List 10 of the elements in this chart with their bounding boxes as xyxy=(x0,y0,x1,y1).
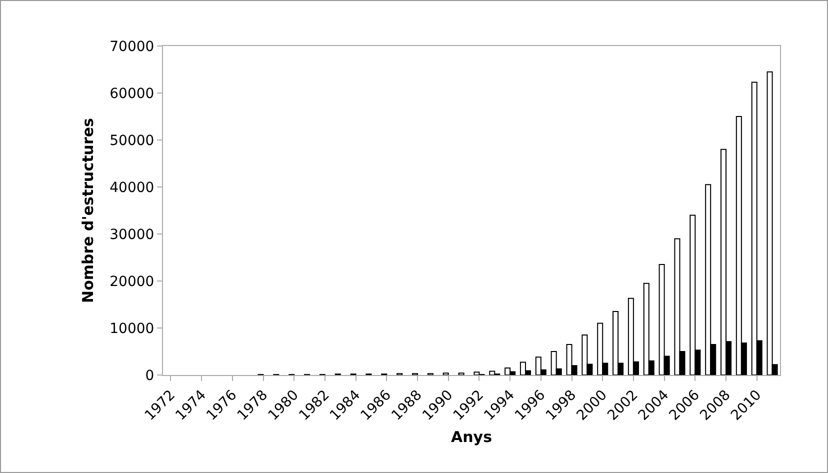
y-tick-label: 20000 xyxy=(110,274,154,290)
y-tick-label: 10000 xyxy=(110,320,154,337)
y-tick-label: 40000 xyxy=(110,180,154,196)
y-tick-label: 30000 xyxy=(110,226,154,243)
y-tick-label: 0 xyxy=(145,368,154,384)
y-tick-label: 50000 xyxy=(110,132,154,149)
y-tick-label: 70000 xyxy=(110,38,154,55)
y-axis-title: Nombre d'estructures xyxy=(78,118,97,303)
x-axis-title: Anys xyxy=(451,428,492,446)
y-tick-label: 60000 xyxy=(110,86,154,102)
